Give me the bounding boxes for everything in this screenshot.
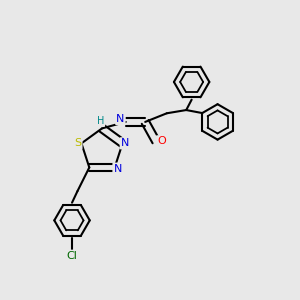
Text: N: N [121, 138, 129, 148]
Text: H: H [97, 116, 104, 126]
Text: Cl: Cl [67, 251, 77, 261]
Text: S: S [74, 138, 81, 148]
Text: N: N [113, 164, 122, 174]
Text: O: O [157, 136, 166, 146]
Text: N: N [116, 114, 124, 124]
